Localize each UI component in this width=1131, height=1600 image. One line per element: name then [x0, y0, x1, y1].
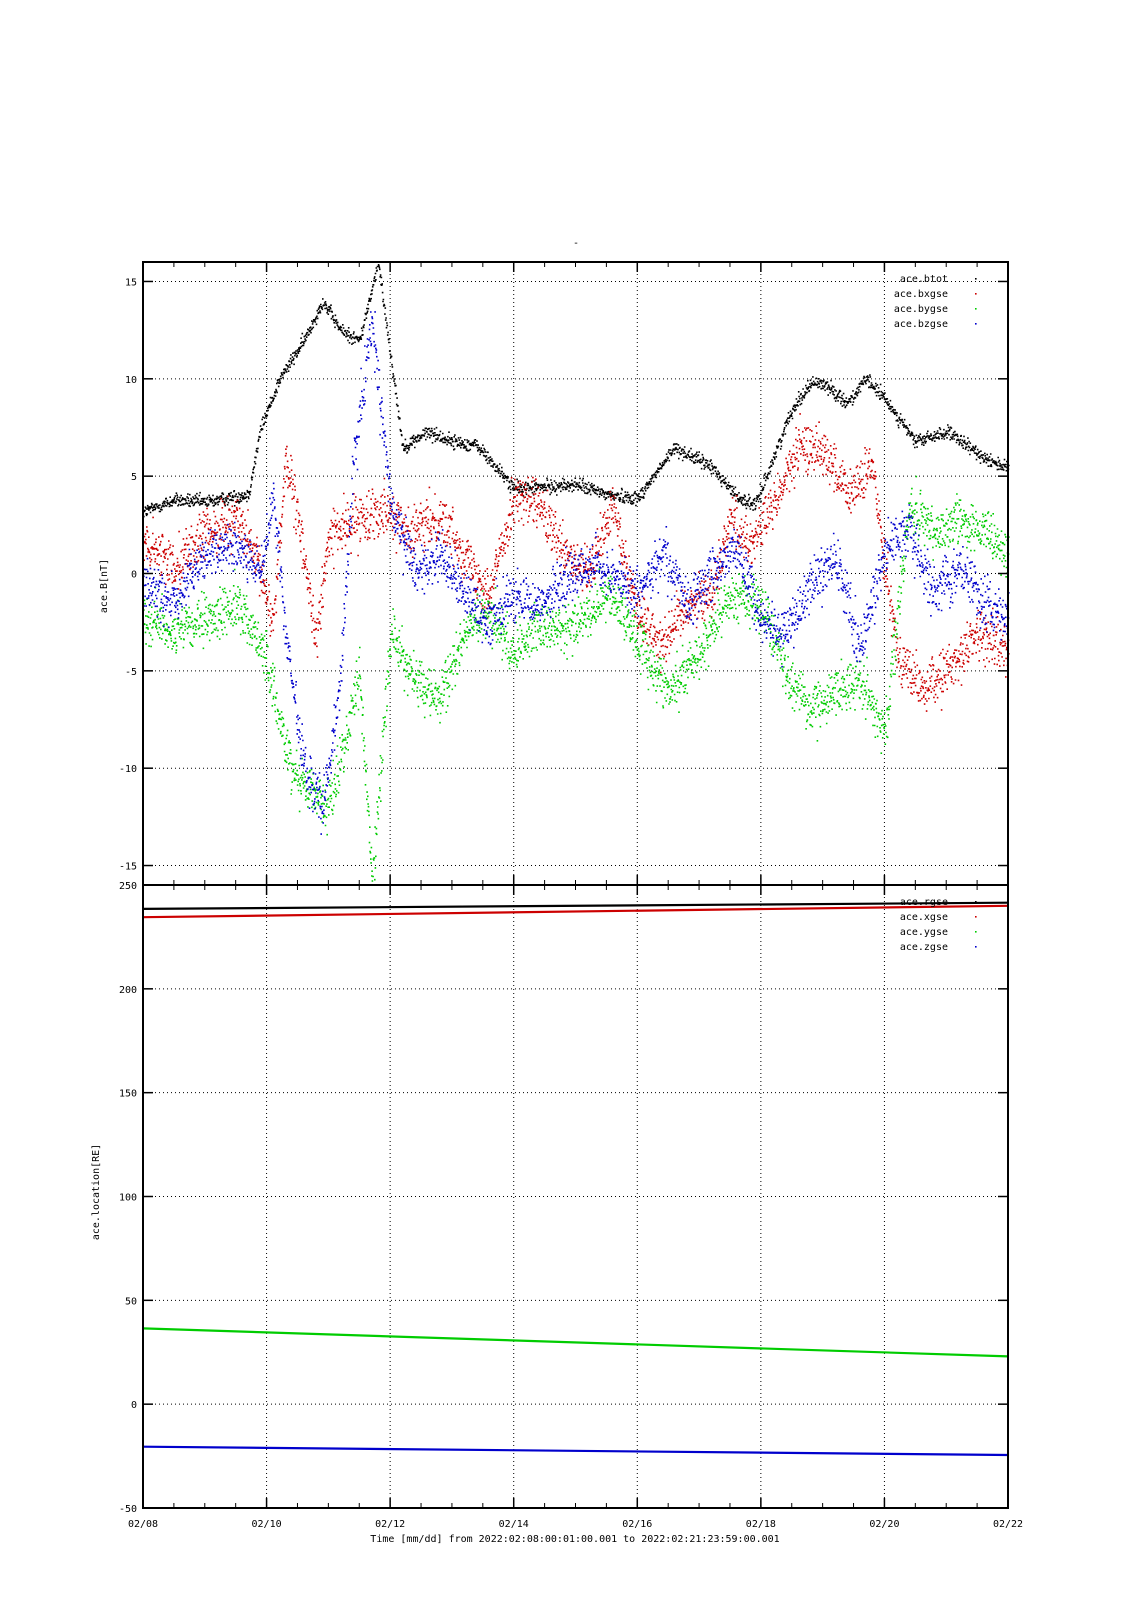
- x-tick-label: 02/10: [252, 1519, 282, 1530]
- series-ace.bygse-points: [143, 475, 1010, 882]
- panel-1-y-tick-labels: -15 -10 -5 0 5 10 15: [119, 277, 137, 872]
- x-axis-label: Time [mm/dd] from 2022:02:08:00:01:00.00…: [370, 1534, 779, 1545]
- panel-2-frame: [142, 884, 1009, 1509]
- legend-label: ace.xgse: [900, 912, 948, 923]
- panel-2-ylabel: ace.location[RE]: [91, 1144, 102, 1240]
- y-tick-label: 100: [119, 1193, 137, 1204]
- y-tick-label: 250: [119, 881, 137, 892]
- legend-label: ace.rgse: [900, 897, 948, 908]
- legend-label: ace.bxgse: [894, 289, 948, 300]
- y-tick-label: -15: [119, 862, 137, 873]
- legend-marker: [975, 946, 977, 948]
- y-tick-label: 15: [125, 277, 137, 288]
- y-tick-label: 150: [119, 1089, 137, 1100]
- legend-marker: [975, 931, 977, 933]
- legend-marker: [975, 293, 977, 295]
- y-tick-label: 50: [125, 1296, 137, 1307]
- panel-2-grid: [143, 885, 1008, 1508]
- y-tick-label: -50: [119, 1504, 137, 1515]
- x-tick-label: 02/20: [869, 1519, 899, 1530]
- legend-marker: [975, 323, 977, 325]
- y-tick-label: 10: [125, 375, 137, 386]
- panel-2-data: [142, 901, 1009, 1457]
- panel-2-legend: ace.rgse ace.xgse ace.ygse ace.zgse: [900, 897, 977, 953]
- series-ace.zgse-line: [142, 1445, 1009, 1457]
- legend-marker: [975, 278, 977, 280]
- x-tick-label: 02/08: [128, 1519, 158, 1530]
- y-tick-label: -10: [119, 764, 137, 775]
- x-tick-label: 02/14: [499, 1519, 529, 1530]
- x-tick-label: 02/18: [746, 1519, 776, 1530]
- series-ace.ygse-line: [142, 1327, 1009, 1358]
- series-ace.btot-points: [143, 264, 1010, 518]
- x-tick-labels: 02/08 02/10 02/12 02/14 02/16 02/18 02/20 02/22: [128, 1519, 1023, 1530]
- location-panel: ace.location[RE] -50 0 50 100 150 200 250 ace.…: [91, 881, 1009, 1515]
- legend-marker: [975, 916, 977, 918]
- series-ace.bxgse-points: [143, 413, 1010, 712]
- y-tick-label: 200: [119, 985, 137, 996]
- x-tick-label: 02/12: [375, 1519, 405, 1530]
- series-ace.xgse-line: [142, 904, 1009, 919]
- legend-label: ace.ygse: [900, 927, 948, 938]
- panel-2-y-tick-labels: -50 0 50 100 150 200 250: [119, 881, 137, 1515]
- legend-label: ace.bygse: [894, 304, 948, 315]
- legend-label: ace.bzgse: [894, 319, 948, 330]
- series-ace.bxgse: [143, 413, 1010, 712]
- panel-1-legend: ace.btot ace.bxgse ace.bygse ace.bzgse: [894, 274, 977, 330]
- legend-label: ace.zgse: [900, 942, 948, 953]
- legend-label: ace.btot: [900, 274, 948, 285]
- y-tick-label: 0: [131, 570, 137, 581]
- series-ace.bzgse-points: [143, 311, 1010, 835]
- series-ace.bygse: [143, 475, 1010, 882]
- y-tick-label: 0: [131, 1400, 137, 1411]
- magnetic-field-panel: ace.B[nT] -15 -10 -5 0 5 10 15 ace.btot ace.bxg…: [99, 261, 1010, 886]
- series-ace.btot: [143, 264, 1010, 518]
- legend-marker: [975, 901, 977, 903]
- x-tick-label: 02/16: [622, 1519, 652, 1530]
- panel-1-data: [143, 264, 1010, 882]
- y-tick-label: -5: [125, 667, 137, 678]
- legend-marker: [975, 308, 977, 310]
- series-ace.bzgse: [143, 311, 1010, 835]
- panel-1-ylabel: ace.B[nT]: [99, 559, 110, 613]
- x-tick-label: 02/22: [993, 1519, 1023, 1530]
- series-ace.rgse-line: [142, 901, 1009, 910]
- figure-title: -: [573, 238, 579, 249]
- y-tick-label: 5: [131, 472, 137, 483]
